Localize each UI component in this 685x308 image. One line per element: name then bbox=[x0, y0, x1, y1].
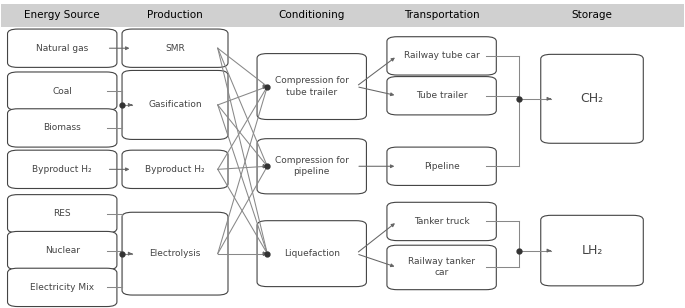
FancyBboxPatch shape bbox=[257, 139, 366, 194]
Text: Tanker truck: Tanker truck bbox=[414, 217, 469, 226]
FancyBboxPatch shape bbox=[8, 72, 117, 110]
Bar bbox=[1, 4, 684, 27]
Text: Pipeline: Pipeline bbox=[424, 162, 460, 171]
FancyBboxPatch shape bbox=[387, 245, 497, 290]
FancyBboxPatch shape bbox=[387, 202, 497, 241]
Text: Railway tanker
car: Railway tanker car bbox=[408, 257, 475, 278]
FancyBboxPatch shape bbox=[387, 77, 497, 115]
FancyBboxPatch shape bbox=[122, 150, 228, 188]
Text: Compression for
pipeline: Compression for pipeline bbox=[275, 156, 349, 176]
FancyBboxPatch shape bbox=[8, 231, 117, 270]
Text: Byproduct H₂: Byproduct H₂ bbox=[32, 165, 92, 174]
FancyBboxPatch shape bbox=[540, 54, 643, 143]
FancyBboxPatch shape bbox=[122, 71, 228, 140]
FancyBboxPatch shape bbox=[8, 195, 117, 233]
Text: Storage: Storage bbox=[571, 10, 612, 20]
Text: Railway tube car: Railway tube car bbox=[403, 51, 480, 60]
Text: Electrolysis: Electrolysis bbox=[149, 249, 201, 258]
FancyBboxPatch shape bbox=[8, 268, 117, 306]
FancyBboxPatch shape bbox=[257, 54, 366, 120]
Text: Energy Source: Energy Source bbox=[25, 10, 100, 20]
Text: Coal: Coal bbox=[52, 87, 72, 96]
Text: Production: Production bbox=[147, 10, 203, 20]
Text: Electricity Mix: Electricity Mix bbox=[30, 283, 95, 292]
Text: Liquefaction: Liquefaction bbox=[284, 249, 340, 258]
Text: Nuclear: Nuclear bbox=[45, 246, 79, 255]
Text: RES: RES bbox=[53, 209, 71, 218]
Text: Tube trailer: Tube trailer bbox=[416, 91, 467, 100]
Text: Compression for
tube trailer: Compression for tube trailer bbox=[275, 76, 349, 97]
FancyBboxPatch shape bbox=[257, 221, 366, 287]
Text: Transportation: Transportation bbox=[404, 10, 480, 20]
FancyBboxPatch shape bbox=[8, 109, 117, 147]
Text: Natural gas: Natural gas bbox=[36, 44, 88, 53]
FancyBboxPatch shape bbox=[387, 147, 497, 185]
FancyBboxPatch shape bbox=[122, 212, 228, 295]
FancyBboxPatch shape bbox=[8, 29, 117, 67]
Text: SMR: SMR bbox=[165, 44, 185, 53]
Text: Gasification: Gasification bbox=[148, 100, 202, 109]
Text: Conditioning: Conditioning bbox=[279, 10, 345, 20]
FancyBboxPatch shape bbox=[8, 150, 117, 188]
Text: Byproduct H₂: Byproduct H₂ bbox=[145, 165, 205, 174]
FancyBboxPatch shape bbox=[122, 29, 228, 67]
Text: LH₂: LH₂ bbox=[582, 244, 603, 257]
FancyBboxPatch shape bbox=[387, 37, 497, 75]
FancyBboxPatch shape bbox=[540, 215, 643, 286]
Text: Biomass: Biomass bbox=[43, 124, 81, 132]
Text: CH₂: CH₂ bbox=[580, 92, 603, 105]
